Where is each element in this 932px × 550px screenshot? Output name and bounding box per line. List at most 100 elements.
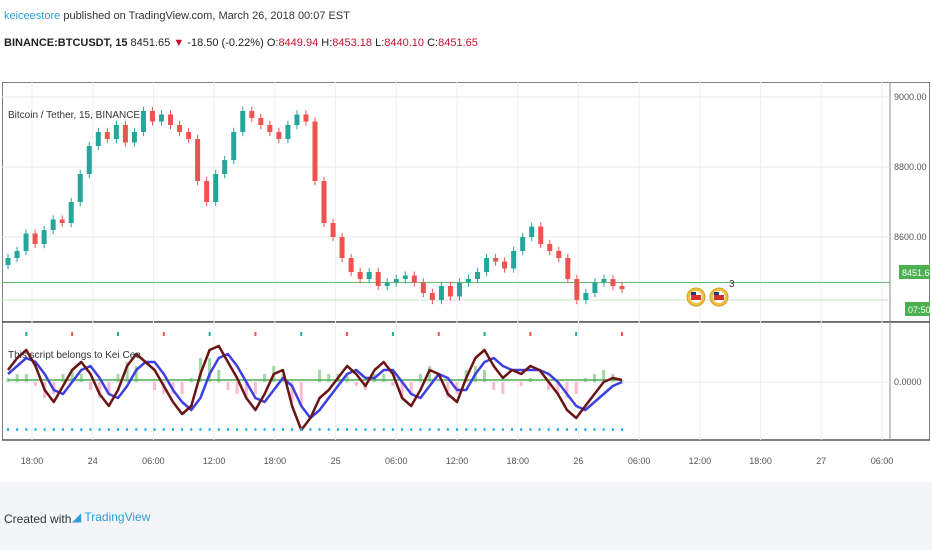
signal-dot-bottom (355, 428, 358, 431)
close-label: C: (427, 37, 439, 49)
x-tick-label: 06:00 (628, 456, 651, 466)
signal-dot-bottom (126, 428, 129, 431)
signal-dot-bottom (474, 428, 477, 431)
histogram-bar (290, 382, 294, 402)
candle-body (5, 258, 11, 265)
event-badge-1[interactable] (686, 287, 706, 307)
signal-dot-bottom (52, 428, 55, 431)
signal-dot-bottom (465, 428, 468, 431)
signal-dot-bottom (566, 428, 569, 431)
main-line (7, 344, 623, 432)
x-tick-label: 18:00 (506, 456, 529, 466)
signal-dot-bottom (382, 428, 385, 431)
signal-dot-bottom (492, 428, 495, 431)
histogram-bar (116, 374, 120, 382)
candle-body (366, 272, 372, 279)
x-tick-label: 18:00 (749, 456, 772, 466)
tradingview-logo[interactable]: ◢ TradingView (72, 510, 150, 524)
histogram-bar (125, 362, 129, 382)
x-tick-label: 12:00 (689, 456, 712, 466)
candle-body (149, 111, 155, 122)
histogram-bar (327, 374, 331, 382)
symbol-bar: BINANCE:BTCUSDT, 15 8451.65 ▼ -18.50 (-0… (4, 37, 478, 49)
author-link[interactable]: keiceestore (4, 10, 61, 22)
candle-body (438, 286, 444, 300)
candle-body (574, 279, 580, 300)
signal-dot-top (483, 332, 486, 336)
signal-dot-bottom (80, 428, 83, 431)
histogram-bar (345, 374, 349, 382)
candle-body (195, 139, 201, 181)
signal-dot-bottom (364, 428, 367, 431)
candle-body (411, 275, 417, 283)
histogram-bar (483, 370, 487, 382)
histogram-bar (565, 382, 569, 398)
publish-info: keiceestore published on TradingView.com… (4, 10, 350, 22)
countdown-tag (905, 302, 930, 316)
y-tick-label: 8800.00 (894, 162, 927, 172)
candle-body (303, 114, 309, 122)
candle-body (204, 181, 210, 202)
candle-body (140, 111, 146, 132)
histogram-bar (217, 370, 221, 382)
open-label: O: (266, 37, 279, 49)
histogram-bar (602, 370, 606, 382)
last-price-tag (899, 265, 930, 279)
x-tick-label: 06:00 (385, 456, 408, 466)
countdown-tag-text: 07:50 (908, 305, 930, 315)
signal-dot-bottom (217, 428, 220, 431)
histogram-bar (318, 370, 322, 382)
signal-dot-top (25, 332, 28, 336)
signal-dot-bottom (153, 428, 156, 431)
signal-dot-bottom (236, 428, 239, 431)
down-arrow-icon: ▼ (173, 37, 185, 49)
candle-body (429, 293, 435, 300)
signal-dot-bottom (281, 428, 284, 431)
signal-dot-bottom (584, 428, 587, 431)
x-tick-label: 12:00 (446, 456, 469, 466)
candle-body (456, 282, 462, 297)
candle-body (601, 279, 607, 283)
candle-body (95, 132, 101, 146)
histogram-bar (208, 358, 212, 382)
candle-body (339, 237, 345, 258)
candle-body (466, 279, 471, 283)
signal-dot-top (254, 332, 257, 336)
histogram-bar (235, 382, 239, 394)
footer: Created with ◢ TradingView (0, 482, 932, 550)
signal-dot-bottom (401, 428, 404, 431)
histogram-bar (400, 382, 404, 398)
x-tick-label: 25 (331, 456, 341, 466)
signal-dot-bottom (410, 428, 413, 431)
candle-body (484, 258, 490, 272)
signal-dot-bottom (556, 428, 559, 431)
candle-body (32, 233, 38, 244)
candle-body (547, 244, 553, 251)
y-tick-label: 9000.00 (894, 92, 927, 102)
event-badge-count: 3 (729, 279, 735, 290)
signal-dot-bottom (71, 428, 74, 431)
signal-dot-bottom (593, 428, 596, 431)
signal-dot-top (391, 332, 394, 336)
signal-dot-top (300, 332, 303, 336)
candle-body (23, 233, 29, 251)
symbol-name: BINANCE:BTCUSDT, 15 (4, 37, 128, 49)
signal-dot-bottom (199, 428, 202, 431)
histogram-bar (299, 382, 303, 406)
candle-body (104, 132, 110, 139)
histogram-bar (391, 382, 395, 386)
publish-text: published on TradingView.com, March 26, … (63, 10, 350, 22)
x-tick-label: 06:00 (142, 456, 165, 466)
event-badge-2[interactable] (709, 287, 729, 307)
signal-dot-bottom (171, 428, 174, 431)
signal-dot-bottom (7, 428, 9, 431)
chart-area[interactable]: 9000.00 8800.00 8600.00 0.0000 18:00 24 06:00… (1, 81, 932, 482)
histogram-bar (15, 374, 19, 382)
histogram-bar (198, 358, 202, 382)
chart-svg[interactable]: 9000.00 8800.00 8600.00 0.0000 18:00 24 06:00… (1, 81, 932, 482)
signal-dot-bottom (89, 428, 92, 431)
signal-dot-bottom (327, 428, 330, 431)
candle-body (222, 160, 228, 174)
candle-body (475, 272, 481, 279)
signal-dot-bottom (547, 428, 550, 431)
